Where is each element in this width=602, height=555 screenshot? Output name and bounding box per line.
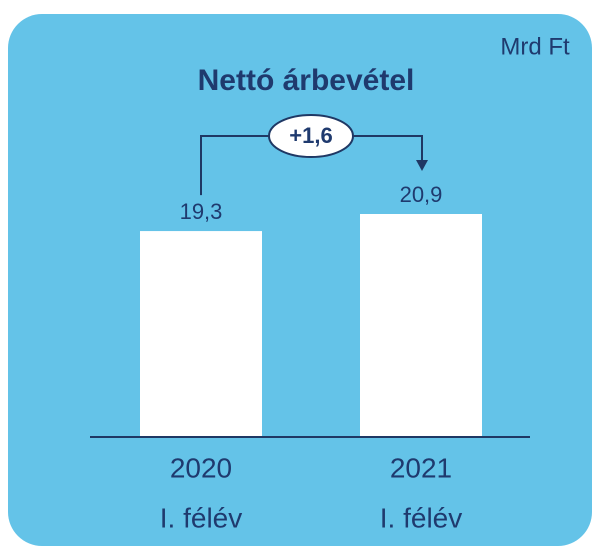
- unit-label: Mrd Ft: [500, 33, 570, 60]
- x-tick-label: I. félév: [380, 502, 462, 533]
- annotation: +1,6: [289, 123, 332, 148]
- x-tick-label: 2021: [390, 452, 452, 483]
- arrow-head: [416, 160, 428, 171]
- chart-title: Nettó árbevétel: [198, 64, 415, 97]
- x-tick-label: 2020: [170, 452, 232, 483]
- bar: [140, 231, 262, 437]
- bar: [360, 214, 482, 437]
- annotation-bubble: [268, 114, 354, 158]
- value-label: 20,9: [400, 182, 443, 207]
- x-tick-label: I. félév: [160, 502, 242, 533]
- value-label: 19,3: [180, 199, 223, 224]
